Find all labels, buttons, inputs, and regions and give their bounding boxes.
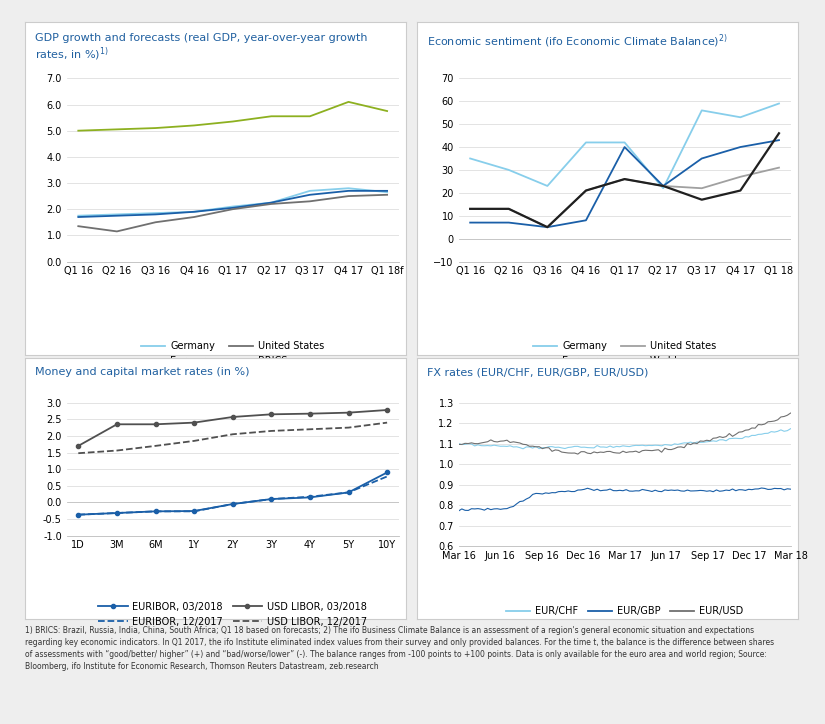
Text: FX rates (EUR/CHF, EUR/GBP, EUR/USD): FX rates (EUR/CHF, EUR/GBP, EUR/USD) bbox=[427, 367, 648, 377]
Legend: Germany, Euro area, United States, BRICS: Germany, Euro area, United States, BRICS bbox=[137, 337, 328, 370]
Legend: EUR/CHF, EUR/GBP, EUR/USD: EUR/CHF, EUR/GBP, EUR/USD bbox=[502, 602, 747, 620]
Legend: EURIBOR, 03/2018, EURIBOR, 12/2017, USD LIBOR, 03/2018, USD LIBOR, 12/2017: EURIBOR, 03/2018, EURIBOR, 12/2017, USD … bbox=[95, 598, 371, 631]
Text: Economic sentiment (ifo Economic Climate Balance)$^{2)}$: Economic sentiment (ifo Economic Climate… bbox=[427, 33, 728, 50]
Text: Money and capital market rates (in %): Money and capital market rates (in %) bbox=[35, 367, 249, 377]
Legend: Germany, Euro area, United States, World: Germany, Euro area, United States, World bbox=[529, 337, 720, 370]
Text: 1) BRICS: Brazil, Russia, India, China, South Africa; Q1 18 based on forecasts; : 1) BRICS: Brazil, Russia, India, China, … bbox=[25, 626, 774, 670]
Text: GDP growth and forecasts (real GDP, year-over-year growth
rates, in %)$^{1)}$: GDP growth and forecasts (real GDP, year… bbox=[35, 33, 367, 63]
